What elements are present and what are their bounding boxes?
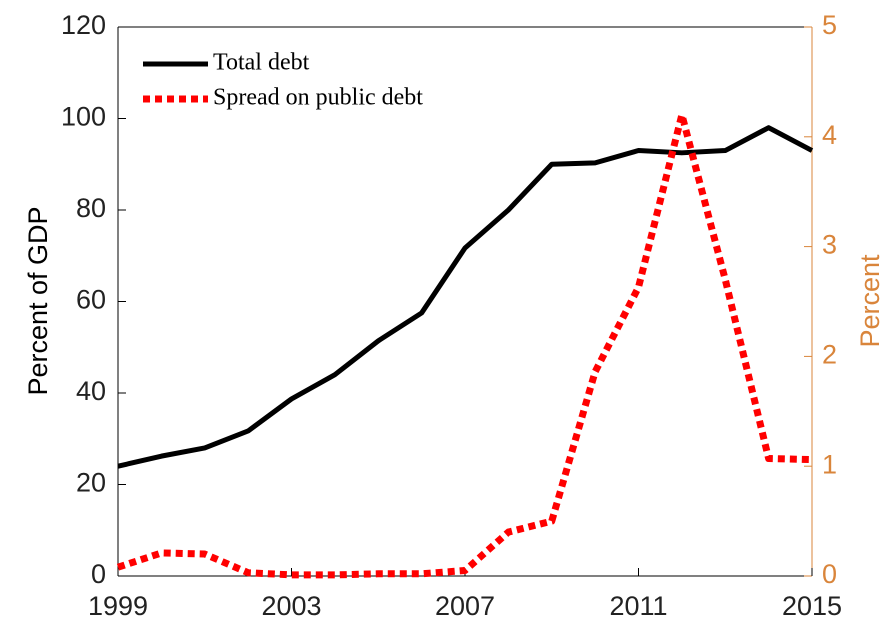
y-tick-label: 100	[61, 102, 106, 132]
y2-axis-label: Percent	[855, 254, 885, 348]
legend-label: Total debt	[213, 50, 310, 76]
y-tick-label: 20	[76, 468, 106, 498]
series-line	[117, 125, 814, 469]
y2-tick-label: 5	[822, 10, 837, 40]
y-tick-label: 60	[76, 285, 106, 315]
x-tick-label: 2011	[609, 591, 667, 621]
x-tick-label: 1999	[88, 591, 148, 621]
y2-tick-label: 3	[822, 230, 837, 260]
y2-tick-label: 2	[822, 340, 837, 370]
y2-tick-label: 4	[822, 120, 837, 150]
series-line	[116, 111, 813, 579]
x-tick-label: 2007	[435, 591, 495, 621]
y-tick-label: 80	[76, 193, 106, 223]
y2-tick-label: 0	[822, 559, 837, 589]
y-tick-label: 40	[76, 376, 106, 406]
y-tick-label: 0	[91, 559, 106, 589]
x-tick-label: 2015	[782, 591, 842, 621]
legend-label: Spread on public debt	[213, 85, 423, 111]
y-tick-label: 120	[61, 10, 106, 40]
y-axis-label: Percent of GDP	[23, 206, 53, 395]
y2-tick-label: 1	[822, 449, 837, 479]
x-tick-label: 2003	[261, 591, 321, 621]
